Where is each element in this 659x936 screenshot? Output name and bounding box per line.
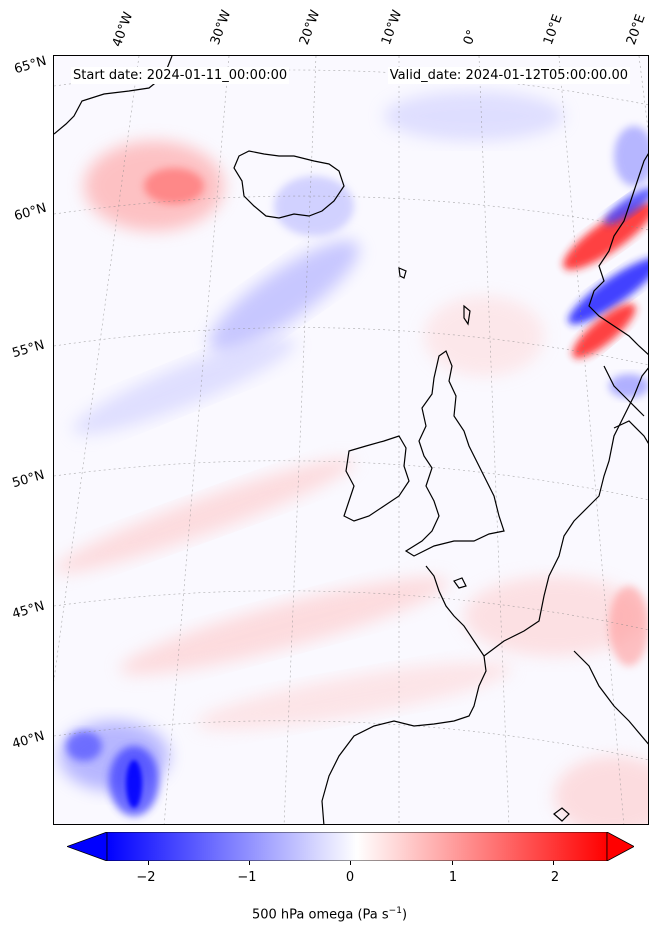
omega-field: [54, 91, 648, 824]
lat-label-40n: 40°N: [10, 728, 47, 753]
coastlines: [54, 56, 648, 824]
lon-label-10w: 10°W: [378, 8, 406, 47]
colorbar-tick-mark: [249, 861, 250, 865]
colorbar-gradient: [106, 832, 608, 861]
lat-label-45n: 45°N: [10, 598, 47, 623]
valid-date-label: Valid_date: 2024-01-12T05:00:00.00: [387, 67, 630, 84]
colorbar-label-text: 500 hPa omega (Pa s: [251, 907, 389, 923]
start-date-label: Start date: 2024-01-11_00:00:00: [71, 67, 290, 84]
lon-label-30w: 30°W: [207, 8, 235, 47]
graticule: [54, 56, 648, 824]
colorbar-low-extend: [67, 832, 108, 861]
colorbar-high-extend: [606, 832, 634, 861]
colorbar-label-close: ): [401, 907, 408, 923]
lat-label-60n: 60°N: [12, 200, 49, 225]
colorbar-tick-label: 1: [448, 870, 458, 885]
map-field-svg: [54, 56, 648, 824]
lon-label-10e: 10°E: [540, 12, 566, 48]
lon-label-20e: 20°E: [623, 12, 649, 48]
lat-label-65n: 65°N: [12, 53, 49, 78]
colorbar-tick-label: −2: [136, 870, 156, 885]
colorbar-tick-label: 2: [550, 870, 560, 885]
colorbar-tick-mark: [350, 861, 351, 865]
colorbar: [67, 832, 634, 861]
colorbar-tick-mark: [553, 861, 554, 865]
lon-label-40w: 40°W: [109, 10, 137, 49]
lat-label-50n: 50°N: [10, 467, 47, 492]
colorbar-tick-mark: [452, 861, 453, 865]
colorbar-tick-label: −1: [237, 870, 257, 885]
lon-label-0: 0°: [460, 27, 481, 47]
lon-label-20w: 20°W: [296, 8, 324, 47]
colorbar-label: 500 hPa omega (Pa s−1): [0, 906, 659, 922]
lat-label-55n: 55°N: [10, 337, 47, 362]
omega-map: Start date: 2024-01-11_00:00:00 Valid_da…: [53, 55, 649, 825]
colorbar-label-exponent: −1: [388, 906, 402, 916]
colorbar-tick-mark: [148, 861, 149, 865]
colorbar-tick-label: 0: [345, 870, 355, 885]
